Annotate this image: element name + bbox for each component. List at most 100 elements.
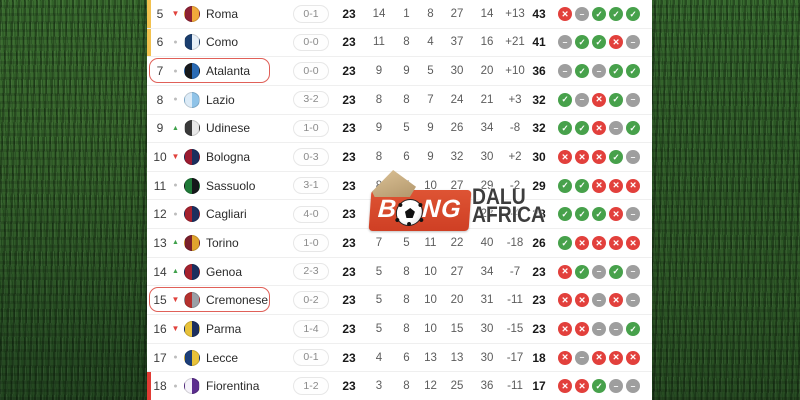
soccer-ball-icon [394, 199, 424, 226]
goals-for: 20 [450, 294, 464, 307]
team-name[interactable]: Lazio [206, 92, 235, 107]
table-row[interactable]: 15 ▼ Cremonese 0-2 23 5 8 10 20 31 -11 2… [147, 286, 652, 316]
last-match-score-badge[interactable]: 0-0 [293, 62, 329, 80]
last-match-score-badge[interactable]: 3-2 [293, 90, 329, 109]
sassuolo-logo [184, 177, 200, 194]
form-win-icon: ✓ [592, 6, 606, 21]
form-draw-icon: – [592, 264, 606, 279]
team-name[interactable]: Sassuolo [206, 178, 256, 193]
position-number: 14 [153, 264, 167, 279]
trend-down-icon: ▼ [171, 323, 180, 333]
recent-form: – ✓ – ✓ ✓ [550, 64, 652, 79]
goals-against: 20 [480, 65, 494, 78]
last-match-score-badge[interactable]: 1-0 [293, 119, 329, 138]
team-name[interactable]: Fiorentina [206, 379, 260, 394]
losses: 7 [427, 93, 434, 106]
last-match-score-badge[interactable]: 0-1 [293, 348, 329, 367]
watermark-brand-ng: NG [421, 195, 463, 223]
recent-form: ✓ ✓ ✓ ✕ – [550, 207, 652, 222]
form-draw-icon: – [609, 121, 623, 136]
team-name[interactable]: Genoa [206, 264, 243, 279]
table-row[interactable]: 14 ▲ Genoa 2-3 23 5 8 10 27 34 -7 23 ✕ ✓ –… [147, 257, 652, 287]
form-win-icon: ✓ [626, 6, 640, 21]
matches-played: 23 [342, 207, 356, 222]
goal-difference: +13 [505, 7, 525, 20]
wins: 14 [372, 7, 386, 20]
matches-played: 23 [342, 178, 356, 193]
team-name[interactable]: Roma [206, 6, 239, 21]
table-row[interactable]: 7 ● Atalanta 0-0 23 9 9 5 30 20 +10 36 –… [147, 57, 652, 86]
team-name[interactable]: Atalanta [206, 64, 251, 79]
form-draw-icon: – [626, 35, 640, 50]
table-row[interactable]: 17 ● Lecce 0-1 23 4 6 13 13 30 -17 18 ✕ –… [147, 343, 652, 373]
form-win-icon: ✓ [592, 207, 606, 222]
table-row[interactable]: 13 ▲ Torino 1-0 23 7 5 11 22 40 -18 26 ✓… [147, 229, 652, 258]
table-row[interactable]: 9 ▲ Udinese 1-0 23 9 5 9 26 34 -8 32 ✓ ✓ ✕… [147, 114, 652, 144]
team-name[interactable]: Como [206, 35, 239, 50]
last-match-score-badge[interactable]: 2-3 [293, 262, 329, 281]
goals-against: 40 [480, 236, 494, 249]
goal-difference: +10 [505, 65, 525, 78]
matches-played: 23 [342, 64, 356, 79]
cagliari-logo [184, 206, 200, 223]
last-match-score-badge[interactable]: 1-0 [293, 234, 329, 252]
last-match-score-badge[interactable]: 3-1 [293, 176, 329, 195]
table-row[interactable]: 6 ● Como 0-0 23 11 8 4 37 16 +21 41 – ✓ ✓ ✕… [147, 28, 652, 58]
form-win-icon: ✓ [609, 64, 623, 79]
hat-icon [372, 170, 416, 197]
team-name[interactable]: Lecce [206, 350, 239, 365]
team-name[interactable]: Bologna [206, 150, 251, 165]
draws: 8 [403, 36, 410, 49]
goals-for: 26 [450, 122, 464, 135]
goals-against: 36 [480, 380, 494, 393]
goal-difference: -11 [507, 380, 523, 393]
position-number: 17 [153, 350, 167, 365]
parma-logo [184, 320, 200, 337]
team-name[interactable]: Torino [206, 235, 239, 250]
table-row[interactable]: 8 ● Lazio 3-2 23 8 8 7 24 21 +3 32 ✓ – ✕ ✓ – [147, 85, 652, 115]
trend-same-icon: ● [173, 382, 178, 390]
form-loss-icon: ✕ [626, 235, 640, 250]
trend-down-icon: ▼ [171, 295, 180, 305]
table-row[interactable]: 18 ● Fiorentina 1-2 23 3 8 12 25 36 -11 … [147, 372, 652, 400]
position-number: 7 [156, 64, 164, 79]
team-name[interactable]: Udinese [206, 121, 251, 136]
form-win-icon: ✓ [626, 321, 640, 336]
last-match-score-badge[interactable]: 1-4 [293, 320, 329, 338]
form-win-icon: ✓ [558, 178, 572, 193]
table-row[interactable]: 16 ▼ Parma 1-4 23 5 8 10 15 30 -15 23 ✕ ✕… [147, 315, 652, 344]
position-number: 5 [156, 6, 164, 21]
last-match-score-badge[interactable]: 0-0 [293, 33, 329, 52]
trend-same-icon: ● [173, 67, 178, 75]
last-match-score-badge[interactable]: 0-2 [293, 291, 329, 309]
team-name[interactable]: Cagliari [206, 207, 247, 222]
trend-same-icon: ● [173, 96, 178, 104]
goal-difference: -7 [509, 265, 521, 278]
goals-for: 24 [450, 93, 464, 106]
position-number: 13 [153, 235, 167, 250]
draws: 6 [403, 351, 410, 364]
position-number: 16 [153, 321, 167, 336]
form-win-icon: ✓ [609, 264, 623, 279]
torino-logo [184, 234, 200, 251]
goals-against: 34 [480, 122, 494, 135]
trend-same-icon: ● [173, 210, 178, 218]
last-match-score-badge[interactable]: 1-2 [293, 377, 329, 395]
matches-played: 23 [342, 321, 356, 336]
team-name[interactable]: Parma [206, 321, 242, 336]
last-match-score-badge[interactable]: 4-0 [293, 205, 329, 224]
last-match-score-badge[interactable]: 0-1 [293, 5, 329, 23]
table-row[interactable]: 10 ▼ Bologna 0-3 23 8 6 9 32 30 +2 30 ✕ ✕… [147, 143, 652, 172]
draws: 5 [403, 122, 410, 135]
team-name[interactable]: Cremonese [206, 293, 269, 308]
table-row[interactable]: 5 ▼ Roma 0-1 23 14 1 8 27 14 +13 43 ✕ – ✓ ✓… [147, 0, 652, 29]
losses: 12 [424, 380, 437, 393]
goals-for: 15 [450, 322, 464, 335]
trend-down-icon: ▼ [171, 152, 180, 162]
goal-difference: -11 [507, 294, 523, 307]
form-draw-icon: – [609, 379, 623, 394]
draws: 1 [403, 7, 410, 20]
genoa-logo [184, 263, 200, 280]
last-match-score-badge[interactable]: 0-3 [293, 148, 329, 166]
recent-form: ✓ ✓ ✕ ✕ ✕ [550, 178, 652, 193]
